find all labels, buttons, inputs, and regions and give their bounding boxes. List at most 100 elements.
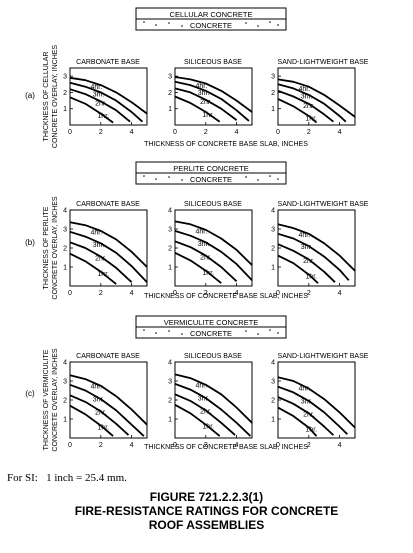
y-tick-label: 2 [168,246,172,253]
rating-curve [174,251,222,284]
x-axis-label: THICKNESS OF CONCRETE BASE SLAB, INCHES [144,293,308,300]
curve-label: 1hr. [97,425,109,432]
rating-curve [174,240,238,282]
y-tick-label: 4 [168,208,172,215]
curve-label: 3hr. [301,94,313,101]
rating-curve [277,78,356,118]
x-tick-label: 0 [276,442,280,449]
figure-title-line1: FIRE-RESISTANCE RATINGS FOR CONCRETE [74,504,339,518]
x-tick-label: 4 [130,129,134,136]
legend-aggregate-dot [143,21,145,23]
rating-curve [69,81,144,123]
legend-aggregate-dot [257,333,259,335]
subplot: SILICEOUS BASE 0 2 4 1 2 3 4hr.3hr. 2hr. 1hr. [168,59,253,136]
curve-label: 2hr. [303,412,315,419]
chart-panel: VERMICULITE CONCRETE CONCRETE (c) THICKNESS… [25,315,369,452]
y-tick-label: 3 [63,227,67,234]
legend-concrete-box [135,326,287,339]
legend-concrete-label: CONCRETE [190,329,232,338]
subplot: SILICEOUS BASE 0 2 4 1 2 3 4 4hr. 3hr. 2hr. 1hr. [168,201,253,297]
x-tick-label: 4 [338,290,342,297]
y-axis-label-line2: CONCRETE OVERLAY, INCHES [52,45,59,149]
rating-curve [69,76,148,115]
legend-aggregate-dot [155,178,157,180]
legend-aggregate-dot [168,330,170,332]
subplot-title: SAND-LIGHTWEIGHT BASE [278,59,369,66]
legend-aggregate-dot [277,24,279,26]
rating-curve [174,220,253,266]
curve-label: 3hr. [93,92,105,99]
y-tick-label: 3 [271,74,275,81]
legend-aggregate-dot [155,332,157,334]
curve-label: 4hr. [195,83,207,90]
rating-curve [69,374,148,426]
y-tick-label: 2 [168,90,172,97]
x-tick-label: 2 [307,129,311,136]
curve-label: 3hr. [93,242,105,249]
curve-label: 1hr. [202,424,214,431]
subplot-title: SAND-LIGHTWEIGHT BASE [278,353,369,360]
rating-curve [69,230,148,283]
legend-overlay-label: PERLITE CONCRETE [173,164,248,173]
legend-aggregate-dot [245,330,247,332]
rating-curve [277,83,347,123]
legend-aggregate-dot [143,175,145,177]
y-tick-label: 1 [168,106,172,113]
y-tick-label: 4 [63,360,67,367]
curve-label: 4hr. [90,383,102,390]
x-tick-label: 2 [204,129,208,136]
rating-curve [69,383,145,437]
panel-label: (b) [25,238,35,247]
x-tick-label: 4 [130,442,134,449]
si-conversion-note: For SI: 1 inch = 25.4 mm. [7,472,127,484]
rating-curve [277,376,356,429]
legend-aggregate-dot [245,22,247,24]
y-tick-label: 3 [63,74,67,81]
x-tick-label: 0 [173,129,177,136]
x-tick-label: 2 [99,442,103,449]
curve-label: 3hr. [198,396,210,403]
legend-aggregate-dot [168,176,170,178]
subplot-title: SILICEOUS BASE [184,201,242,208]
subplot-title: CARBONATE BASE [76,201,140,208]
y-tick-label: 4 [63,208,67,215]
y-axis-label-line2: CONCRETE OVERLAY, INCHES [52,348,59,452]
panel-label: (c) [25,389,35,398]
subplot: SAND-LIGHTWEIGHT BASE 0 2 4 1 2 3 4hr.3hr. 2hr. 1… [271,59,369,136]
legend-aggregate-dot [245,176,247,178]
y-tick-label: 3 [168,74,172,81]
figure-title-line2: ROOF ASSEMBLIES [148,518,265,532]
y-tick-label: 3 [168,227,172,234]
curve-label: 2hr. [200,409,212,416]
y-tick-label: 4 [271,360,275,367]
curve-label: 3hr. [93,396,105,403]
rating-curve [174,393,236,436]
y-tick-label: 4 [271,208,275,215]
subplot: SAND-LIGHTWEIGHT BASE 0 2 4 1 2 3 4 4hr. 3hr. 2hr.… [271,201,369,297]
y-tick-label: 4 [168,360,172,367]
legend-overlay-label: VERMICULITE CONCRETE [164,318,259,327]
rating-curve [69,394,130,436]
x-tick-label: 0 [68,290,72,297]
curve-label: 1hr. [202,112,214,119]
rating-curve [174,95,221,123]
y-axis-label-line1: THICKNESS OF VERMICULITE [43,349,50,450]
legend-concrete-label: CONCRETE [190,175,232,184]
y-tick-label: 2 [271,398,275,405]
curve-label: 2hr. [95,410,107,417]
rating-curve [277,254,319,284]
rating-curve [277,89,334,123]
x-tick-label: 0 [276,290,280,297]
legend-aggregate-dot [181,333,183,335]
legend-aggregate-dot [257,179,259,181]
y-tick-label: 1 [271,265,275,272]
y-tick-label: 1 [63,265,67,272]
curve-label: 4hr. [298,86,310,93]
y-tick-label: 3 [63,379,67,386]
y-tick-label: 2 [271,90,275,97]
rating-curve [69,96,114,124]
x-tick-label: 2 [307,290,311,297]
subplot-title: SILICEOUS BASE [184,353,242,360]
x-tick-label: 4 [235,442,239,449]
